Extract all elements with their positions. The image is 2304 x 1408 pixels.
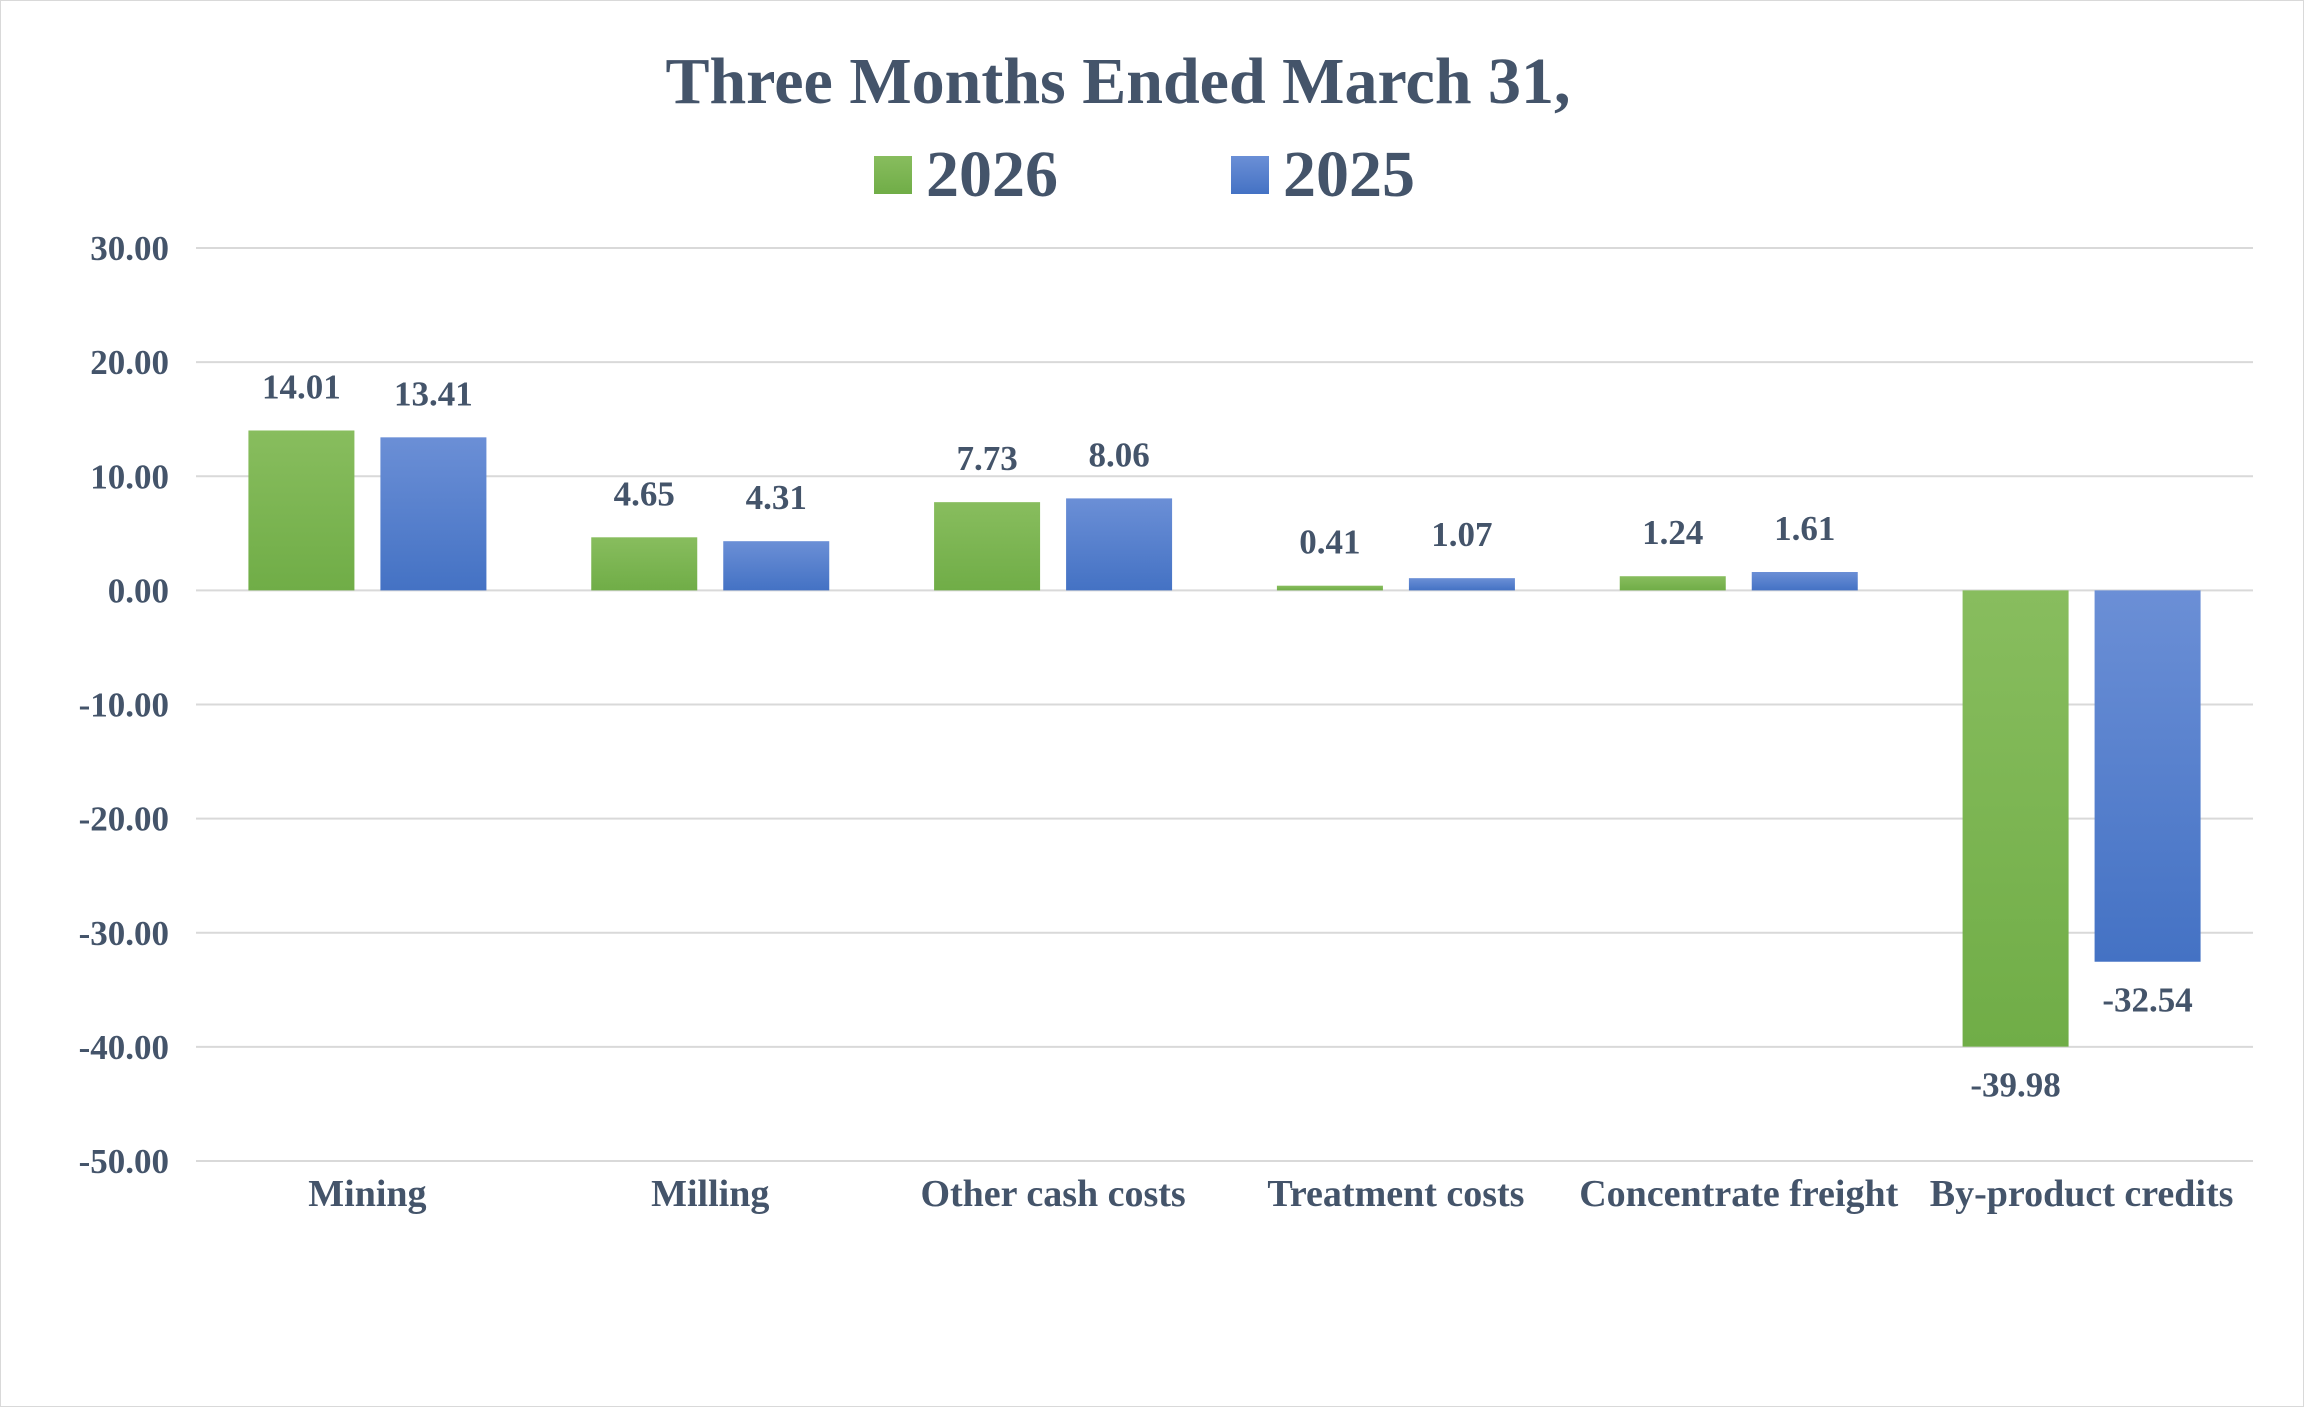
- data-labels: 14.01 13.41 4.65 4.31 7.73 8.06 0.41 1.07 1.24 1.…: [262, 367, 2193, 1104]
- gridlines: [196, 247, 2253, 1162]
- data-label-2025-2: 8.06: [1088, 435, 1149, 474]
- category-label: Concentrate freight: [1579, 1173, 1898, 1215]
- bar-2025-5: [2094, 590, 2201, 962]
- y-tick-label: -10.00: [79, 686, 169, 725]
- category-label: Other cash costs: [920, 1173, 1185, 1215]
- bars: [248, 430, 2201, 1047]
- category-label: Treatment costs: [1267, 1173, 1524, 1215]
- y-tick-label: -40.00: [79, 1028, 169, 1067]
- category-label: Milling: [651, 1173, 769, 1215]
- category-label: Mining: [308, 1173, 426, 1215]
- data-label-2025-3: 1.07: [1431, 515, 1492, 554]
- bar-2026-2: [934, 502, 1041, 591]
- chart-title: Three Months Ended March 31,: [665, 45, 1570, 118]
- data-label-2026-5: -39.98: [1970, 1066, 2060, 1105]
- data-label-2026-2: 7.73: [956, 439, 1017, 478]
- legend-label-2026: 2026: [926, 138, 1058, 211]
- category-label: By-product credits: [1930, 1173, 2234, 1215]
- bar-2025-0: [380, 437, 487, 591]
- y-tick-label: -30.00: [79, 914, 169, 953]
- bar-2026-5: [1962, 590, 2069, 1047]
- y-axis: 30.00 20.00 10.00 0.00 -10.00 -20.00 -30.00 -40…: [79, 229, 169, 1181]
- bar-2025-2: [1066, 498, 1173, 591]
- data-label-2025-0: 13.41: [394, 374, 473, 413]
- data-label-2026-3: 0.41: [1299, 523, 1360, 562]
- y-tick-label: 30.00: [90, 229, 169, 268]
- y-tick-label: 0.00: [108, 571, 169, 610]
- data-label-2025-5: -32.54: [2102, 981, 2192, 1020]
- y-tick-label: -50.00: [79, 1142, 169, 1181]
- data-label-2025-1: 4.31: [746, 478, 807, 517]
- y-tick-label: 20.00: [90, 343, 169, 382]
- bar-2025-3: [1408, 578, 1515, 591]
- bar-2026-4: [1619, 576, 1726, 591]
- y-tick-label: -20.00: [79, 800, 169, 839]
- bar-2025-4: [1751, 572, 1858, 591]
- bar-2025-1: [723, 541, 830, 591]
- bar-2026-0: [248, 430, 355, 591]
- legend: 2026 2025: [874, 138, 1415, 211]
- data-label-2026-1: 4.65: [614, 474, 675, 513]
- data-label-2026-4: 1.24: [1642, 513, 1703, 552]
- x-axis: Mining Milling Other cash costs Treatment c…: [308, 1173, 2233, 1215]
- legend-swatch-2025: [1231, 156, 1269, 194]
- legend-swatch-2026: [874, 156, 912, 194]
- data-label-2025-4: 1.61: [1774, 509, 1835, 548]
- data-label-2026-0: 14.01: [262, 367, 341, 406]
- bar-2026-1: [591, 537, 698, 591]
- legend-label-2025: 2025: [1283, 138, 1415, 211]
- y-tick-label: 10.00: [90, 457, 169, 496]
- bar-2026-3: [1276, 585, 1383, 591]
